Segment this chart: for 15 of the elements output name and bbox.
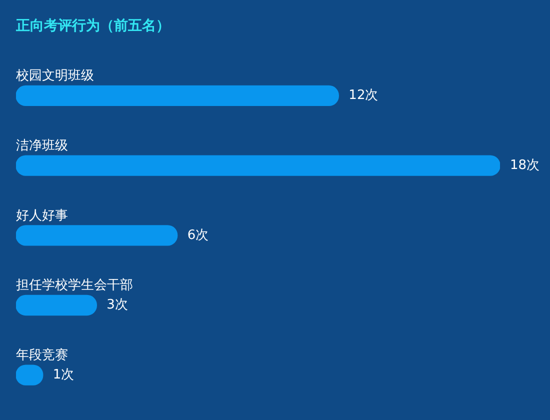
data-label: 1次 <box>52 367 74 382</box>
y-tick-label: 好人好事 <box>16 208 68 224</box>
data-label: 18次 <box>510 158 540 173</box>
bar <box>16 155 500 176</box>
data-label: 12次 <box>348 88 378 104</box>
chart-title: 正向考评行为（前五名） <box>15 18 170 34</box>
y-tick-label: 年段竞赛 <box>16 346 68 363</box>
bar <box>16 294 97 316</box>
bar <box>16 85 339 106</box>
y-tick-label: 校园文明班级 <box>15 68 94 84</box>
bar <box>16 225 178 246</box>
data-label: 6次 <box>187 228 209 243</box>
y-tick-label: 洁净班级 <box>16 138 68 154</box>
y-tick-label: 担任学校学生会干部 <box>16 278 133 294</box>
data-label: 3次 <box>106 298 128 313</box>
